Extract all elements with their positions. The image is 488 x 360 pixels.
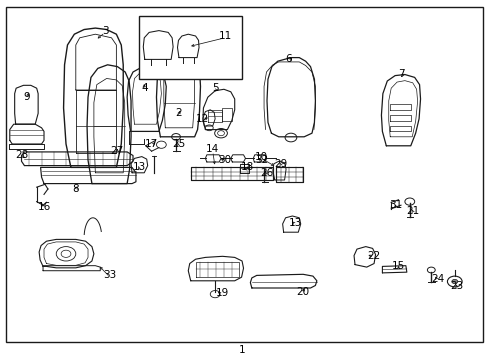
- Text: 3: 3: [102, 26, 108, 36]
- Text: 12: 12: [196, 114, 209, 124]
- Text: 31: 31: [388, 200, 402, 210]
- Text: 4: 4: [141, 83, 147, 93]
- Text: 22: 22: [366, 251, 380, 261]
- Text: 28: 28: [15, 150, 29, 160]
- Text: 10: 10: [255, 152, 267, 162]
- Text: 27: 27: [110, 146, 124, 156]
- Text: 15: 15: [391, 261, 405, 271]
- Text: 9: 9: [23, 92, 30, 102]
- Text: 18: 18: [240, 162, 253, 172]
- Text: 8: 8: [72, 184, 79, 194]
- Text: 29: 29: [274, 159, 287, 169]
- Text: 33: 33: [103, 270, 117, 280]
- Text: 19: 19: [215, 288, 229, 298]
- Text: 13: 13: [132, 162, 146, 172]
- Text: 14: 14: [205, 144, 219, 154]
- Text: 13: 13: [288, 218, 302, 228]
- Circle shape: [451, 279, 457, 284]
- Bar: [139, 16, 242, 79]
- Text: 11: 11: [218, 31, 231, 41]
- Text: 2: 2: [175, 108, 182, 118]
- Text: 23: 23: [449, 281, 463, 291]
- Text: 26: 26: [259, 168, 273, 178]
- Text: 24: 24: [430, 274, 444, 284]
- Text: 20: 20: [296, 287, 309, 297]
- Circle shape: [217, 131, 224, 136]
- Text: 30: 30: [218, 155, 231, 165]
- Text: 17: 17: [144, 139, 158, 149]
- Text: 21: 21: [406, 206, 419, 216]
- Text: 5: 5: [211, 83, 218, 93]
- Text: 6: 6: [285, 54, 291, 64]
- Text: 1: 1: [238, 345, 245, 355]
- Text: 7: 7: [397, 69, 404, 79]
- Text: 32: 32: [254, 155, 268, 165]
- Text: 25: 25: [171, 139, 185, 149]
- Text: 16: 16: [37, 202, 51, 212]
